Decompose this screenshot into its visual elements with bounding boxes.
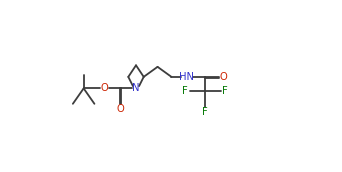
- Text: F: F: [182, 87, 188, 96]
- Text: N: N: [132, 83, 140, 93]
- Text: F: F: [202, 107, 208, 117]
- Text: O: O: [117, 104, 124, 114]
- Text: O: O: [220, 72, 228, 82]
- Text: HN: HN: [179, 72, 194, 82]
- Text: O: O: [101, 83, 108, 93]
- Text: F: F: [222, 87, 228, 96]
